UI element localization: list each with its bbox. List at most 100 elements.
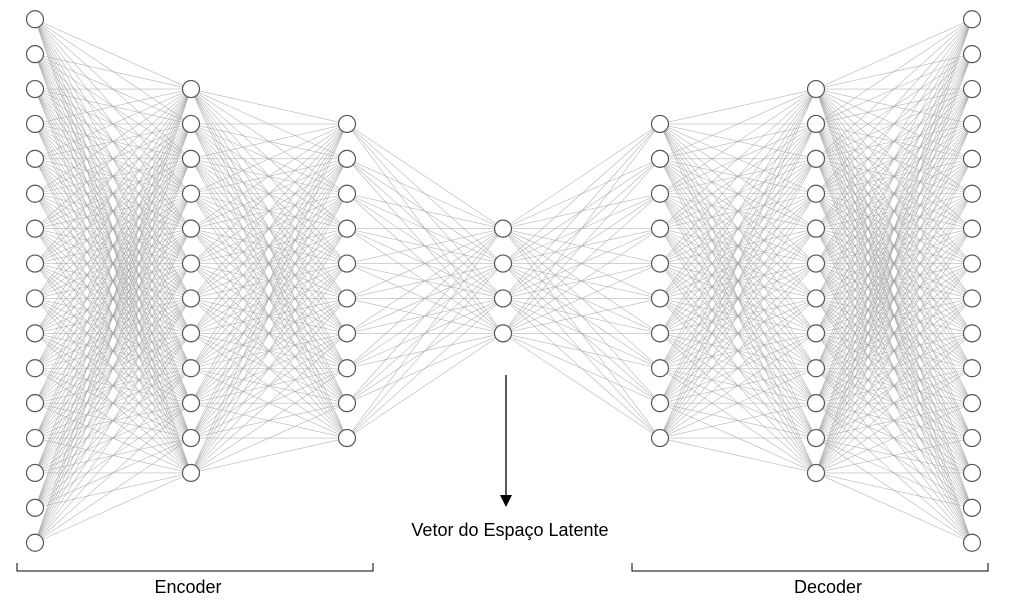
connection-line: [34, 298, 192, 543]
decoder-hidden-2-neuron: [806, 324, 826, 343]
connection-line: [502, 228, 661, 334]
connection-line: [190, 298, 348, 474]
encoder-hidden-2-neuron: [337, 114, 357, 134]
connection-line: [815, 19, 973, 160]
encoder-hidden-1-neuron: [181, 219, 201, 238]
connection-line: [190, 123, 348, 474]
connection-line: [34, 193, 192, 543]
connection-line: [659, 193, 817, 439]
decoder-hidden-2-neuron: [806, 463, 826, 483]
encoder-hidden-1-neuron: [181, 79, 201, 99]
connection-line: [815, 437, 973, 474]
connection-line: [346, 228, 504, 404]
connection-line: [659, 88, 817, 125]
connection-line: [815, 88, 973, 474]
connection-line: [659, 158, 817, 439]
connection-line: [34, 88, 192, 160]
connection-line: [190, 123, 348, 160]
connection-line: [190, 402, 348, 474]
connection-line: [34, 88, 192, 299]
connection-line: [34, 158, 192, 543]
input-neuron: [25, 289, 45, 308]
encoder-hidden-1-neuron: [181, 114, 201, 134]
connection-line: [346, 228, 504, 334]
connection-line: [34, 88, 192, 439]
connection-line: [502, 298, 661, 334]
decoder-hidden-1-neuron: [650, 428, 670, 448]
output-neuron: [962, 428, 982, 448]
connection-line: [502, 263, 661, 334]
connection-line: [502, 333, 661, 439]
connection-line: [815, 298, 973, 474]
input-neuron: [25, 254, 45, 273]
connection-line: [659, 88, 817, 194]
output-neuron: [962, 254, 982, 273]
input-neuron: [25, 428, 45, 448]
neurons: [25, 10, 982, 552]
decoder-bracket: [631, 563, 989, 572]
connection-line: [502, 123, 661, 264]
connection-line: [815, 123, 973, 474]
output-neuron: [962, 79, 982, 99]
connection-line: [659, 123, 817, 439]
connection-line: [815, 368, 973, 474]
decoder-hidden-2-neuron: [806, 149, 826, 168]
connection-line: [659, 437, 817, 474]
connection-line: [815, 19, 973, 229]
decoder-hidden-2-neuron: [806, 114, 826, 134]
encoder-hidden-1-neuron: [181, 184, 201, 203]
connection-line: [346, 123, 504, 229]
connection-line: [346, 228, 504, 369]
connection-line: [34, 437, 192, 543]
decoder-hidden-1-neuron: [650, 184, 670, 203]
connection-line: [815, 19, 973, 404]
decoder-hidden-2-neuron: [806, 428, 826, 448]
input-neuron: [25, 498, 45, 517]
decoder-hidden-2-neuron: [806, 79, 826, 99]
connection-line: [346, 263, 504, 439]
encoder-hidden-2-neuron: [337, 219, 357, 238]
connection-line: [659, 263, 817, 439]
latent-vector-label: Vetor do Espaço Latente: [411, 520, 608, 540]
connection-line: [34, 368, 192, 543]
connection-line: [34, 472, 192, 544]
connection-line: [34, 53, 192, 90]
encoder-hidden-1-neuron: [181, 359, 201, 378]
connection-line: [190, 123, 348, 229]
encoder-hidden-1-neuron: [181, 324, 201, 343]
connection-line: [815, 158, 973, 474]
encoder-hidden-1-neuron: [181, 463, 201, 483]
connection-line: [346, 228, 504, 264]
encoder-hidden-2-neuron: [337, 254, 357, 273]
connection-line: [815, 19, 973, 299]
connection-line: [34, 88, 192, 508]
connection-line: [34, 123, 192, 543]
decoder-label: Decoder: [794, 577, 862, 597]
connection-line: [659, 88, 817, 264]
connection-line: [659, 88, 817, 439]
input-neuron: [25, 359, 45, 378]
connection-line: [34, 88, 192, 229]
connection-line: [346, 158, 504, 229]
output-neuron: [962, 359, 982, 378]
connection-line: [34, 88, 192, 125]
decoder-hidden-2-neuron: [806, 219, 826, 238]
decoder-hidden-1-neuron: [650, 324, 670, 343]
connection-line: [34, 88, 192, 194]
encoder-hidden-2-neuron: [337, 359, 357, 378]
connection-line: [659, 88, 817, 229]
connection-line: [659, 88, 817, 369]
encoder-hidden-1-neuron: [181, 394, 201, 413]
encoder-hidden-1-neuron: [181, 149, 201, 168]
decoder-hidden-2-neuron: [806, 359, 826, 378]
connection-line: [190, 123, 348, 264]
decoder-hidden-2-neuron: [806, 184, 826, 203]
connection-line: [502, 123, 661, 299]
connection-line: [346, 228, 504, 299]
latent-neuron: [493, 254, 513, 273]
connection-line: [659, 88, 817, 404]
connection-line: [190, 123, 348, 404]
output-neuron: [962, 114, 982, 134]
output-neuron: [962, 498, 982, 517]
connection-line: [190, 123, 348, 334]
